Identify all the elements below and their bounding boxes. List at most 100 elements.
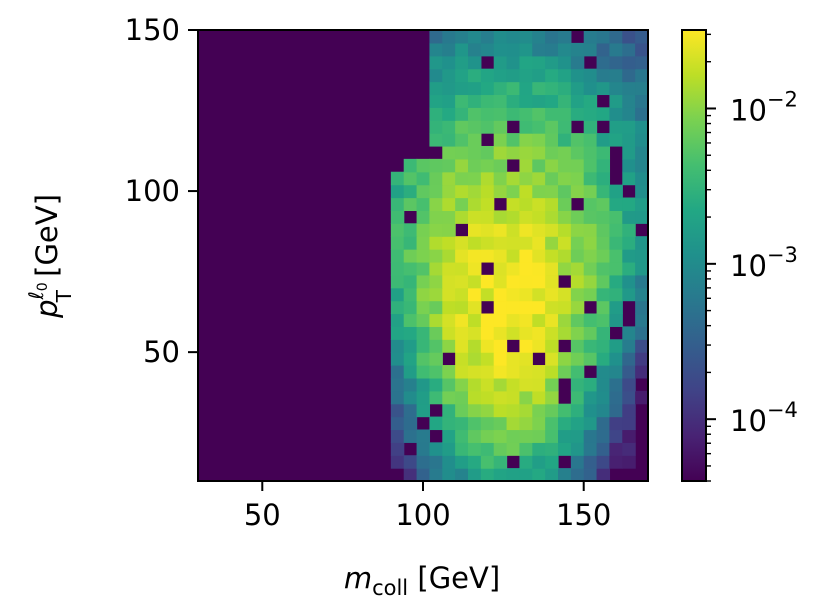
heatmap-cell: [558, 249, 572, 263]
heatmap-cell: [442, 249, 456, 263]
heatmap-cell: [558, 30, 572, 44]
heatmap-cell: [403, 274, 418, 289]
heatmap-cell: [519, 429, 533, 443]
heatmap-cell: [493, 274, 508, 289]
heatmap-cell: [429, 287, 443, 302]
heatmap-cell: [519, 416, 533, 431]
heatmap-cell: [609, 429, 623, 443]
heatmap-cell: [506, 81, 521, 96]
heatmap-cell: [622, 42, 636, 57]
heatmap-cell: [429, 313, 443, 327]
heatmap-cell: [570, 145, 585, 160]
heatmap-cell: [480, 339, 495, 353]
heatmap-cell: [596, 339, 611, 353]
heatmap-cell: [570, 184, 585, 199]
heatmap-cell: [570, 352, 585, 366]
heatmap-cell: [545, 416, 559, 431]
heatmap-cell: [493, 158, 508, 173]
heatmap-cell: [519, 197, 533, 211]
heatmap-cell: [583, 94, 598, 108]
heatmap-cell: [570, 223, 585, 237]
heatmap-cell: [468, 94, 482, 108]
heatmap-cell: [609, 94, 623, 108]
heatmap-cell: [558, 416, 572, 431]
heatmap-cell: [622, 55, 636, 70]
heatmap-cell: [519, 313, 533, 327]
heatmap-cell: [480, 94, 495, 108]
heatmap-cell: [493, 261, 508, 276]
heatmap-cell: [416, 390, 431, 405]
heatmap-cell: [390, 416, 405, 431]
heatmap-cell: [596, 313, 611, 327]
heatmap-cell: [570, 468, 585, 482]
heatmap-cell: [429, 468, 443, 482]
heatmap-cell: [545, 107, 559, 121]
heatmap-cell: [493, 120, 508, 134]
heatmap-cell: [532, 42, 546, 57]
heatmap-cell: [609, 81, 623, 96]
heatmap-cell: [480, 365, 495, 379]
heatmap-cell: [429, 390, 443, 405]
heatmap-cell: [455, 429, 469, 443]
heatmap-cell: [519, 326, 533, 340]
heatmap-cell: [519, 352, 533, 366]
heatmap-cell: [468, 184, 482, 199]
heatmap-cell: [493, 339, 508, 353]
heatmap-cell: [635, 274, 649, 289]
heatmap-cell: [622, 107, 636, 121]
heatmap-cell: [622, 249, 636, 263]
heatmap-cell: [390, 326, 405, 340]
heatmap-cell: [429, 210, 443, 224]
heatmap-cell: [493, 455, 508, 469]
heatmap-cell: [519, 274, 533, 289]
heatmap-cell: [583, 416, 598, 431]
heatmap-cell: [596, 68, 611, 83]
heatmap-cell: [519, 287, 533, 302]
heatmap-cell: [583, 107, 598, 121]
heatmap-cell: [583, 249, 598, 263]
heatmap-cell: [635, 352, 649, 366]
heatmap-cell: [455, 352, 469, 366]
heatmap-cell: [442, 365, 456, 379]
heatmap-cell: [442, 42, 456, 57]
heatmap-cell: [519, 120, 533, 134]
heatmap-cell: [390, 287, 405, 302]
heatmap-cell: [455, 339, 469, 353]
heatmap-cell: [545, 184, 559, 199]
heatmap-cell: [532, 94, 546, 108]
heatmap-cell: [609, 300, 623, 315]
heatmap-cell: [519, 94, 533, 108]
heatmap-cell: [635, 313, 649, 327]
heatmap-cell: [545, 261, 559, 276]
heatmap-cell: [455, 313, 469, 327]
heatmap-cell: [468, 107, 482, 121]
heatmap-cell: [468, 352, 482, 366]
heatmap-cell: [558, 261, 572, 276]
heatmap-cell: [442, 171, 456, 186]
heatmap-cell: [468, 313, 482, 327]
heatmap-cell: [390, 442, 405, 456]
heatmap-cell: [480, 223, 495, 237]
heatmap-cell: [429, 107, 443, 121]
heatmap-cell: [455, 133, 469, 147]
heatmap-cell: [390, 171, 405, 186]
heatmap-cell: [570, 455, 585, 469]
heatmap-cell: [596, 261, 611, 276]
heatmap-cell: [635, 107, 649, 121]
heatmap-cell: [570, 236, 585, 250]
heatmap-cell: [455, 210, 469, 224]
heatmap-cell: [403, 377, 418, 392]
heatmap-cell: [519, 158, 533, 173]
heatmap-cell: [622, 236, 636, 250]
heatmap-cell: [558, 210, 572, 224]
heatmap-cell: [416, 236, 431, 250]
heatmap-cell: [596, 416, 611, 431]
heatmap-cell: [442, 287, 456, 302]
heatmap-cell: [468, 287, 482, 302]
heatmap-cell: [455, 390, 469, 405]
heatmap-cell: [558, 120, 572, 134]
heatmap-cell: [493, 184, 508, 199]
heatmap-cell: [429, 274, 443, 289]
heatmap-cell: [570, 261, 585, 276]
heatmap-cell: [635, 30, 649, 44]
